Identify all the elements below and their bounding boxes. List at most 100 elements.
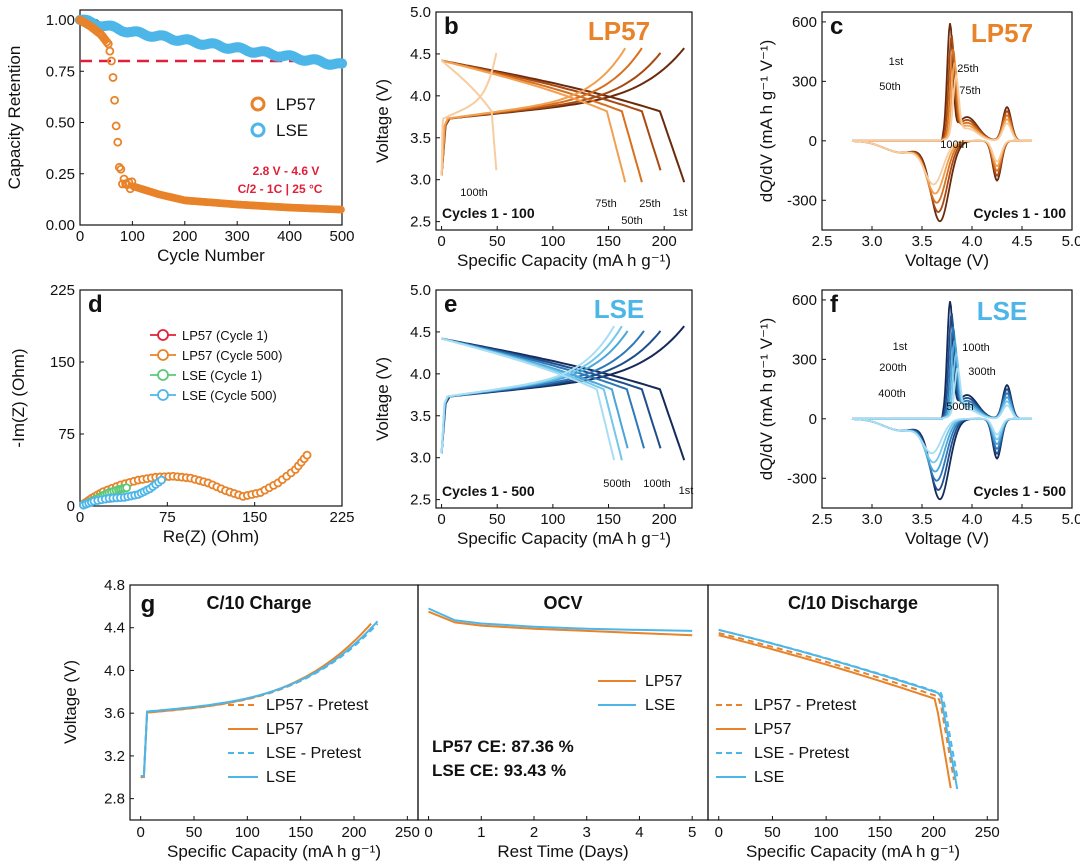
x-tick-label: 100 bbox=[814, 824, 839, 841]
x-tick-label: 0 bbox=[437, 511, 445, 528]
c-frame bbox=[821, 11, 1073, 231]
x-tick-label: 1 bbox=[477, 824, 485, 841]
x-tick-label: 0 bbox=[715, 824, 723, 841]
y-tick-label: 4.0 bbox=[410, 88, 431, 105]
discharge-curve bbox=[441, 59, 627, 183]
lp57-point bbox=[113, 137, 123, 147]
y-axis-label: Voltage (V) bbox=[61, 660, 80, 744]
cycle-label: 500th bbox=[946, 401, 974, 413]
y-tick-label: 300 bbox=[792, 351, 817, 368]
y-tick-label: 0.50 bbox=[46, 115, 75, 132]
legend-marker bbox=[157, 369, 169, 381]
x-tick-label: 5.0 bbox=[1062, 511, 1080, 528]
cycle-label: 300th bbox=[968, 366, 996, 378]
cycle-label: 75th bbox=[595, 198, 616, 210]
x-tick-label: 4 bbox=[635, 824, 643, 841]
cycle-label: 50th bbox=[879, 81, 900, 93]
a-axes: 0 100 200 300 400 500 0.00 0.25 0.50 0.75 1.00 Cycl… bbox=[5, 11, 355, 265]
x-tick-label: 4.0 bbox=[962, 511, 983, 528]
legend-d: LP57 (Cycle 1) LP57 (Cycle 500) LSE (Cycle… bbox=[150, 328, 282, 403]
x-tick-label: 4.5 bbox=[1012, 511, 1033, 528]
lp57-point bbox=[111, 121, 121, 131]
legend-marker bbox=[157, 389, 169, 401]
y-tick-label: 600 bbox=[792, 14, 817, 31]
x-tick-label: 100 bbox=[540, 511, 565, 528]
x-tick-label: 200 bbox=[341, 824, 366, 841]
ocv-curve bbox=[428, 607, 693, 632]
y-axis-label: dQ/dV (mA h g⁻¹ V⁻¹) bbox=[757, 318, 776, 481]
panel-label: f bbox=[830, 291, 839, 318]
y-axis-label: -Im(Z) (Ohm) bbox=[9, 348, 28, 447]
cycle-label: 50th bbox=[621, 215, 642, 227]
x-tick-label: 5 bbox=[688, 824, 696, 841]
legend-label: LSE (Cycle 1) bbox=[182, 368, 262, 383]
discharge-dqdv-curve bbox=[851, 417, 1032, 491]
cycle-label: 1st bbox=[679, 485, 694, 497]
cycle-label: 25th bbox=[957, 63, 978, 75]
y-tick-label: 3.0 bbox=[410, 172, 431, 189]
discharge-dqdv-curve bbox=[851, 417, 1032, 455]
lp57-coulombic-efficiency: LP57 CE: 87.36 % bbox=[432, 737, 574, 756]
x-tick-label: 200 bbox=[652, 233, 677, 250]
y-tick-label: 600 bbox=[792, 292, 817, 309]
x-tick-label: 500 bbox=[329, 228, 354, 245]
panel-title: LP57 bbox=[971, 18, 1033, 48]
x-tick-label: 200 bbox=[652, 511, 677, 528]
x-axis-label: Cycle Number bbox=[157, 246, 265, 265]
y-tick-label: 0 bbox=[809, 133, 817, 150]
cycle-label: 25th bbox=[639, 198, 660, 210]
x-tick-label: 2.5 bbox=[812, 233, 833, 250]
cycle-label: 200th bbox=[879, 362, 907, 374]
lse-coulombic-efficiency: LSE CE: 93.43 % bbox=[432, 761, 566, 780]
x-tick-label: 3.0 bbox=[862, 511, 883, 528]
x-tick-label: 50 bbox=[489, 511, 506, 528]
discharge-dqdv-curve bbox=[851, 139, 1032, 213]
y-tick-label: -300 bbox=[787, 470, 817, 487]
legend-g-ocv: LP57 LSE bbox=[598, 673, 682, 714]
cycle-label: 75th bbox=[959, 85, 980, 97]
legend-label: LP57 (Cycle 500) bbox=[182, 348, 282, 363]
lp57-point bbox=[337, 205, 345, 214]
panel-title: LSE bbox=[977, 296, 1028, 326]
legend-label: LSE - Pretest bbox=[754, 745, 850, 762]
charge-curve bbox=[440, 47, 627, 176]
x-tick-label: 150 bbox=[867, 824, 892, 841]
x-tick-label: 0 bbox=[424, 824, 432, 841]
x-tick-label: 0 bbox=[437, 233, 445, 250]
legend-label: LP57 - Pretest bbox=[754, 697, 857, 714]
e-axes: 0 50 100 150 200 2.5 3.0 3.5 4.0 4.5 5.0 Specific C… bbox=[373, 282, 677, 548]
cycles-annotation: Cycles 1 - 500 bbox=[973, 483, 1066, 499]
legend-g-2: LP57 - Pretest LP57 LSE - Pretest LSE bbox=[716, 697, 857, 786]
x-tick-label: 100 bbox=[235, 824, 260, 841]
x-tick-label: 0 bbox=[136, 824, 144, 841]
legend-label: LSE - Pretest bbox=[266, 745, 362, 762]
cycle-label: 1st bbox=[893, 341, 908, 353]
legend-label: LP57 (Cycle 1) bbox=[182, 328, 268, 343]
x-tick-label: 250 bbox=[395, 824, 420, 841]
lp57-point bbox=[114, 162, 124, 172]
x-tick-label: 75 bbox=[159, 509, 176, 526]
b-axes: 0 50 100 150 200 2.5 3.0 3.5 4.0 4.5 5.0 Specific C… bbox=[373, 4, 677, 270]
legend-marker bbox=[250, 96, 266, 112]
rate-note: C/2 - 1C | 25 °C bbox=[238, 182, 323, 196]
discharge-curve bbox=[440, 59, 498, 171]
x-axis-label: Specific Capacity (mA h g⁻¹) bbox=[746, 842, 960, 861]
y-tick-label: 4.5 bbox=[410, 46, 431, 63]
y-tick-label: 4.5 bbox=[410, 324, 431, 341]
cycles-annotation: Cycles 1 - 100 bbox=[442, 205, 535, 221]
charge-curve bbox=[440, 325, 615, 454]
capacity-voltage-curve bbox=[718, 628, 959, 790]
panel-label: g bbox=[141, 591, 156, 618]
legend-label: LP57 bbox=[645, 673, 682, 690]
cycle-label: 100th bbox=[460, 187, 488, 199]
subplot-title: C/10 Charge bbox=[206, 593, 311, 613]
y-tick-label: 225 bbox=[50, 282, 75, 299]
x-tick-label: 250 bbox=[975, 824, 1000, 841]
charge-curve bbox=[440, 330, 629, 454]
x-tick-label: 3.5 bbox=[912, 233, 933, 250]
g-subplot-frame bbox=[707, 584, 999, 821]
g-y-axis: 2.8 3.2 3.6 4.0 4.4 4.8 bbox=[104, 577, 134, 808]
e-frame bbox=[435, 289, 693, 509]
lp57-point bbox=[108, 73, 118, 82]
